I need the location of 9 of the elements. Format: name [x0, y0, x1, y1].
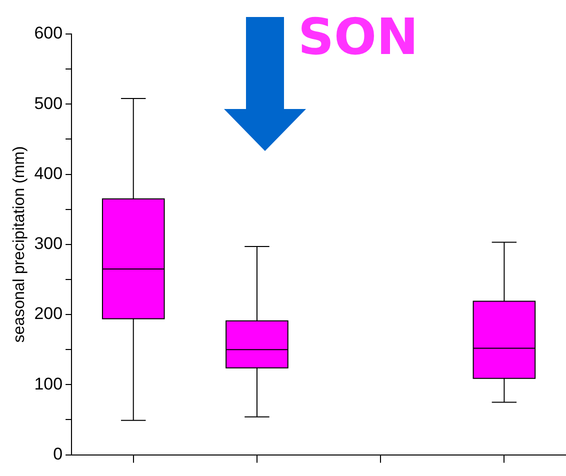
- y-tick-label: 200: [34, 304, 63, 324]
- y-tick-label: 100: [34, 374, 63, 394]
- y-tick-label: 600: [34, 24, 63, 43]
- y-tick-label: 300: [34, 234, 63, 254]
- y-tick-label: 500: [34, 94, 63, 113]
- chart-title: SON: [298, 8, 418, 66]
- y-tick-label: 0: [53, 444, 63, 464]
- y-tick-label: 400: [34, 164, 63, 183]
- y-axis-title: seasonal precipitation (mm): [11, 146, 28, 343]
